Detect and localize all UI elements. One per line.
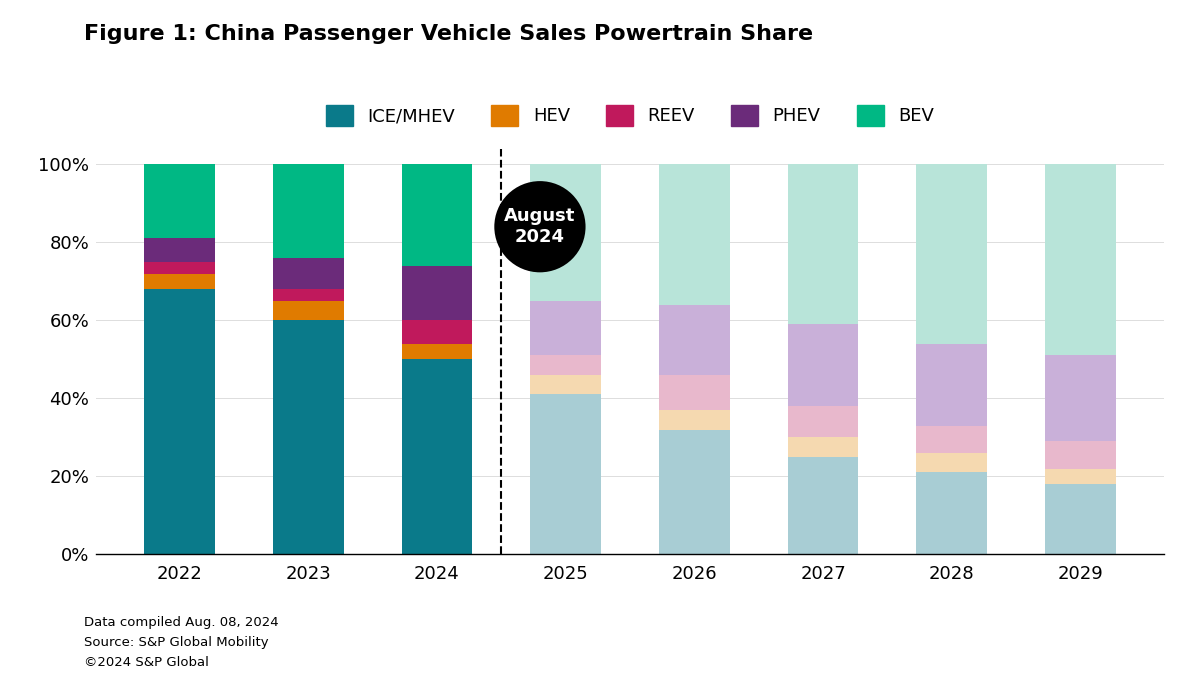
Bar <box>787 406 858 437</box>
Bar <box>1045 164 1116 356</box>
Bar <box>402 266 473 320</box>
Bar <box>787 164 858 324</box>
Bar <box>272 289 343 301</box>
Bar <box>402 320 473 343</box>
Bar <box>402 164 473 266</box>
Bar <box>1045 441 1116 468</box>
Bar <box>917 343 988 426</box>
Bar <box>1045 484 1116 554</box>
Bar <box>659 305 730 375</box>
Bar <box>530 356 601 375</box>
Bar <box>787 437 858 457</box>
Bar <box>144 239 215 262</box>
Bar <box>530 394 601 554</box>
Bar <box>272 320 343 554</box>
Bar <box>1045 468 1116 484</box>
Bar <box>530 375 601 394</box>
Bar <box>787 457 858 554</box>
Bar <box>659 375 730 410</box>
Bar <box>144 164 215 239</box>
Bar <box>917 453 988 473</box>
Bar <box>272 164 343 258</box>
Text: August
2024: August 2024 <box>504 208 576 246</box>
Bar <box>272 258 343 289</box>
Bar <box>917 473 988 554</box>
Bar <box>402 343 473 360</box>
Bar <box>1045 356 1116 441</box>
Bar <box>917 164 988 343</box>
Bar <box>402 360 473 554</box>
Text: Data compiled Aug. 08, 2024
Source: S&P Global Mobility
©2024 S&P Global: Data compiled Aug. 08, 2024 Source: S&P … <box>84 617 278 669</box>
Bar <box>659 164 730 305</box>
Bar <box>530 164 601 301</box>
Bar <box>144 289 215 554</box>
Text: Figure 1: China Passenger Vehicle Sales Powertrain Share: Figure 1: China Passenger Vehicle Sales … <box>84 24 814 44</box>
Bar <box>917 426 988 453</box>
Bar <box>530 301 601 356</box>
Legend: ICE/MHEV, HEV, REEV, PHEV, BEV: ICE/MHEV, HEV, REEV, PHEV, BEV <box>326 105 934 126</box>
Bar <box>659 410 730 429</box>
Bar <box>144 262 215 274</box>
Bar <box>659 429 730 554</box>
Bar <box>144 274 215 289</box>
Bar <box>787 324 858 406</box>
Bar <box>272 301 343 320</box>
